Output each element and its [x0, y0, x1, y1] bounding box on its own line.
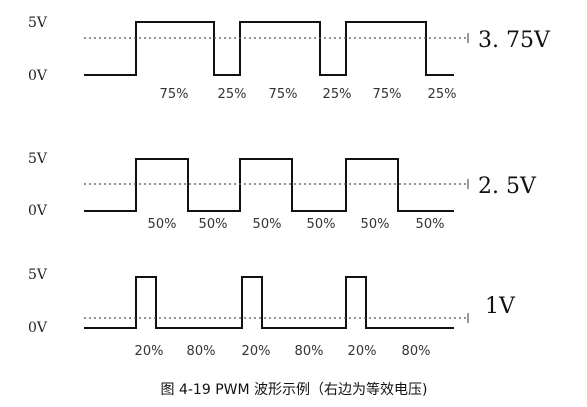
panel-2-pulse-label: 50%: [307, 217, 336, 232]
panel-3-pulse-label: 20%: [242, 344, 271, 359]
panel-3-pulse-label: 80%: [295, 344, 324, 359]
panel-2-pulse-label: 50%: [253, 217, 282, 232]
panel-2-waveform: [84, 158, 454, 212]
panel-1-pulse-label: 25%: [218, 87, 247, 102]
panel-1-low-label: 0V: [28, 68, 48, 84]
panel-2-pulse-label: 50%: [148, 217, 177, 232]
panel-1-pulse-label: 25%: [428, 87, 457, 102]
panel-2-pulse-label: 50%: [199, 217, 228, 232]
panel-3-pulse-label: 80%: [187, 344, 216, 359]
figure-caption: 图 4-19 PWM 波形示例（右边为等效电压): [161, 381, 428, 398]
panel-2-low-label: 0V: [28, 203, 48, 219]
pwm-panel-2: 5V 0V 2. 5V 50% 50% 50% 50% 50% 50%: [28, 151, 537, 232]
panel-3-pulse-label: 20%: [348, 344, 377, 359]
panel-3-pulse-label: 80%: [402, 344, 431, 359]
panel-1-pulse-label: 25%: [323, 87, 352, 102]
panel-3-low-label: 0V: [28, 320, 48, 336]
pwm-panel-1: 5V 0V 3. 75V 75% 25% 75% 25% 75% 25%: [28, 15, 551, 102]
panel-3-waveform: [84, 276, 454, 329]
pwm-panel-3: 5V 0V 1V 20% 80% 20% 80% 20% 80%: [28, 267, 516, 359]
panel-1-equivalent-voltage: 3. 75V: [478, 28, 551, 53]
panel-2-pulse-label: 50%: [416, 217, 445, 232]
panel-3-equivalent-voltage: 1V: [485, 294, 516, 319]
panel-2-equivalent-voltage: 2. 5V: [478, 174, 537, 199]
panel-1-pulse-label: 75%: [269, 87, 298, 102]
panel-1-waveform: [84, 21, 454, 76]
panel-1-pulse-label: 75%: [373, 87, 402, 102]
panel-1-high-label: 5V: [28, 15, 48, 31]
panel-3-pulse-label: 20%: [135, 344, 164, 359]
panel-3-high-label: 5V: [28, 267, 48, 283]
panel-2-high-label: 5V: [28, 151, 48, 167]
panel-1-pulse-label: 75%: [160, 87, 189, 102]
panel-2-pulse-label: 50%: [361, 217, 390, 232]
